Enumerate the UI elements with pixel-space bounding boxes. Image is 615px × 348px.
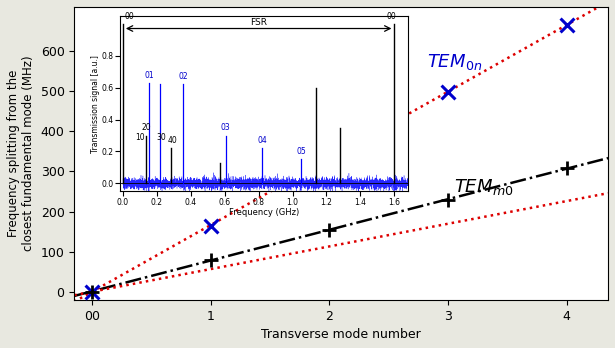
Point <box>206 257 216 262</box>
Point <box>87 289 97 294</box>
Point <box>443 89 453 95</box>
Point <box>324 157 334 162</box>
Point <box>206 223 216 229</box>
Point <box>443 198 453 203</box>
Y-axis label: Frequency splitting from the
closest fundamental mode (MHz): Frequency splitting from the closest fun… <box>7 56 35 251</box>
Point <box>87 289 97 294</box>
Point <box>561 22 571 28</box>
Text: TEM$_{0n}$: TEM$_{0n}$ <box>427 52 482 72</box>
X-axis label: Transverse mode number: Transverse mode number <box>261 328 421 341</box>
Point <box>561 165 571 171</box>
Point <box>324 227 334 232</box>
Text: TEM$_{m0}$: TEM$_{m0}$ <box>454 177 514 197</box>
